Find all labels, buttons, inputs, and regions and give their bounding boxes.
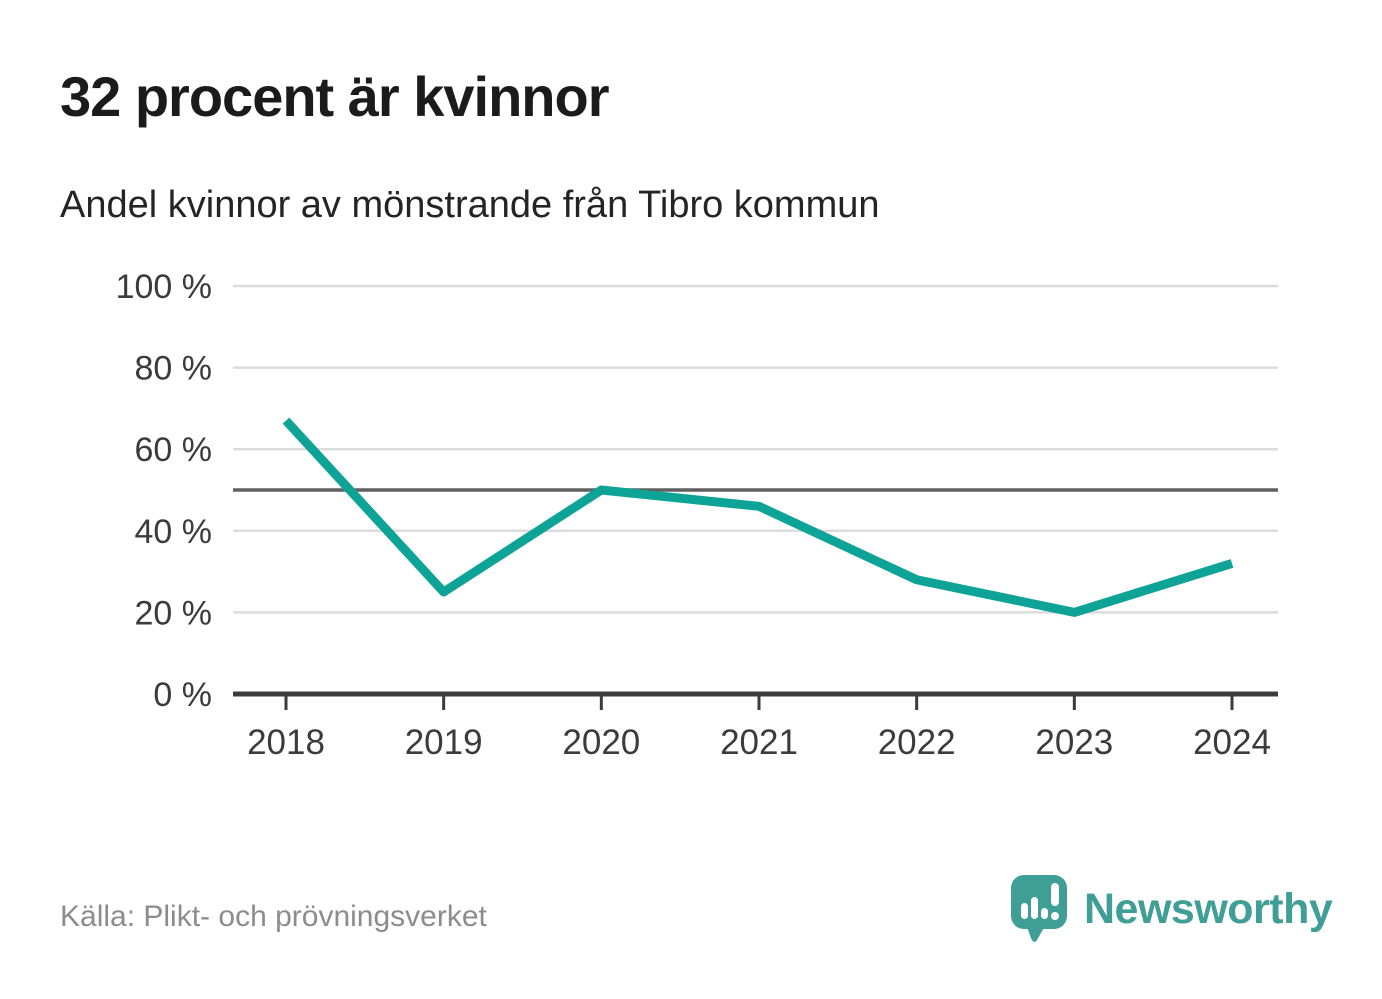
y-tick-label: 40 % bbox=[135, 513, 213, 551]
x-tick-label: 2022 bbox=[878, 723, 956, 762]
chart-subtitle: Andel kvinnor av mönstrande från Tibro k… bbox=[60, 184, 880, 226]
x-tick-label: 2018 bbox=[247, 723, 325, 762]
source-note: Källa: Plikt- och prövningsverket bbox=[60, 900, 487, 933]
data-line bbox=[282, 417, 1234, 617]
brand-wordmark: Newsworthy bbox=[1084, 884, 1333, 933]
x-tick-label: 2023 bbox=[1035, 723, 1113, 762]
brand-logo: Newsworthy bbox=[1010, 874, 1333, 944]
x-tick-label: 2019 bbox=[405, 723, 483, 762]
line-chart: 0 % 20 % 40 % 60 % 80 % 100 % 2018 2019 2020 2021… bbox=[116, 268, 1278, 762]
y-tick-label: 100 % bbox=[116, 268, 212, 306]
y-tick-label: 20 % bbox=[135, 594, 213, 632]
x-tick-label: 2020 bbox=[562, 723, 640, 762]
y-tick-label: 80 % bbox=[135, 350, 213, 388]
y-tick-label: 60 % bbox=[135, 431, 213, 469]
newsworthy-bubble-icon bbox=[1011, 875, 1067, 942]
x-tick-label: 2021 bbox=[720, 723, 798, 762]
x-tick-label: 2024 bbox=[1193, 723, 1271, 762]
y-tick-label: 0 % bbox=[153, 676, 212, 714]
page-title: 32 procent är kvinnor bbox=[60, 65, 610, 128]
